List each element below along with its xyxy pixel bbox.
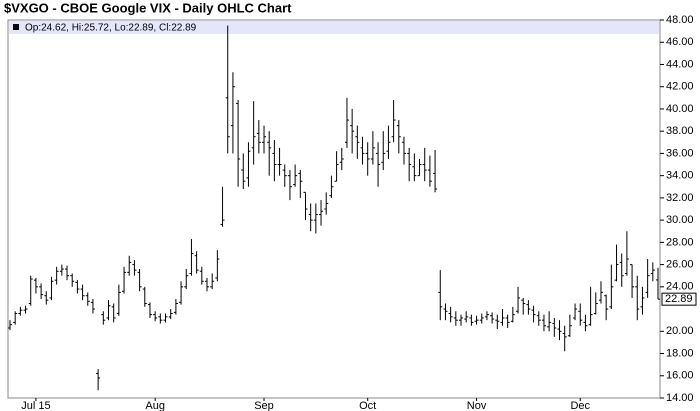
y-tick-label: 16.00 (666, 370, 694, 382)
y-tick-label: 48.00 (666, 14, 694, 26)
y-tick-label: 36.00 (666, 147, 694, 159)
plot-area (7, 19, 661, 399)
y-tick-label: 28.00 (666, 236, 694, 248)
y-tick-label: 34.00 (666, 170, 694, 182)
y-tick-label: 46.00 (666, 36, 694, 48)
x-tick-label: Jul 15 (21, 400, 50, 411)
chart-title: $VXGO - CBOE Google VIX - Daily OHLC Cha… (4, 0, 292, 15)
y-tick-label: 42.00 (666, 81, 694, 93)
x-tick-label: Oct (359, 400, 376, 411)
last-value-label: 22.89 (665, 293, 693, 305)
y-tick-label: 44.00 (666, 58, 694, 70)
y-tick-label: 30.00 (666, 214, 694, 226)
legend-text: Op:24.62, Hi:25.72, Lo:22.89, Cl:22.89 (25, 23, 197, 34)
y-tick-label: 24.00 (666, 281, 694, 293)
y-tick-label: 38.00 (666, 125, 694, 137)
y-tick-label: 26.00 (666, 258, 694, 270)
x-tick-label: Sep (254, 400, 274, 411)
y-tick-label: 32.00 (666, 192, 694, 204)
x-tick-label: Aug (145, 400, 165, 411)
legend-swatch (13, 24, 19, 30)
y-tick-label: 20.00 (666, 325, 694, 337)
last-value-box (661, 292, 697, 306)
x-tick-label: Dec (570, 400, 590, 411)
y-tick-label: 18.00 (666, 347, 694, 359)
y-tick-label: 14.00 (666, 392, 694, 404)
legend-band (9, 21, 659, 34)
y-tick-label: 40.00 (666, 103, 694, 115)
x-tick-label: Nov (467, 400, 487, 411)
